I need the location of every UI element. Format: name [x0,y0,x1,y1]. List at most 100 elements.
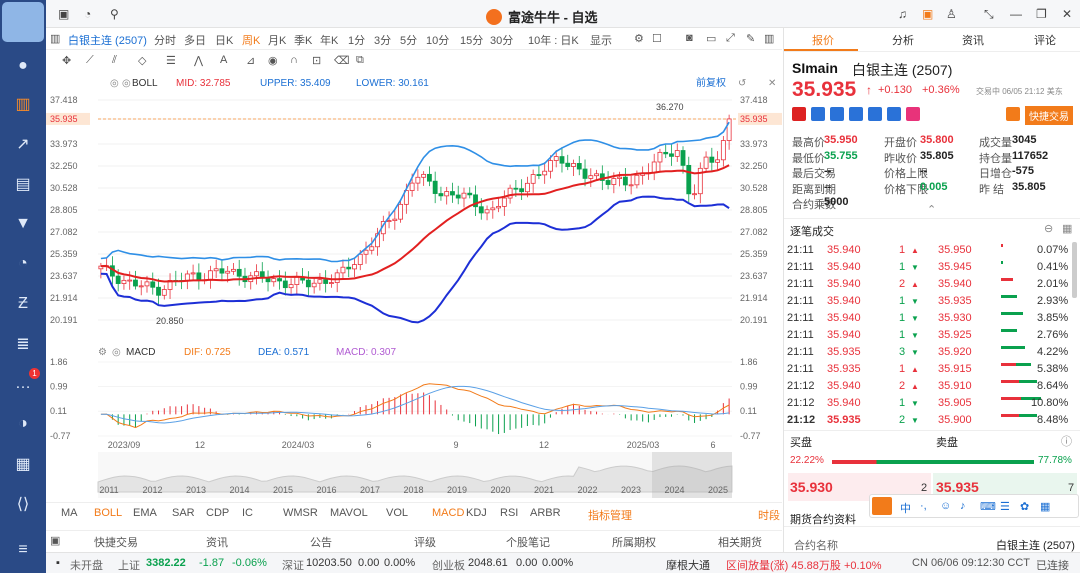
bell-alert-icon[interactable] [1006,107,1020,121]
bottom-tab[interactable]: 快捷交易 [94,537,138,549]
panel-tab[interactable]: 报价 [812,35,834,47]
bell-icon[interactable]: ◔ [84,7,92,21]
eye-icon[interactable]: ◉ [268,55,278,67]
indicator-tab[interactable]: IC [242,507,253,519]
share-icon[interactable] [868,107,882,121]
period-tab[interactable]: 年K [320,35,339,47]
chart-icon[interactable]: ▤ [15,176,31,193]
indicator-tab[interactable]: VOL [386,507,409,519]
gift-icon[interactable]: ▣ [922,7,934,21]
indicator-tab[interactable]: MACD [432,507,465,519]
collapse-icon[interactable]: ⤡ [984,7,994,21]
clock-icon[interactable]: ◑ [18,415,28,432]
settings-icon[interactable]: ⚙ [634,33,644,45]
chart-icon[interactable] [887,107,901,121]
game-icon[interactable]: ▦ [15,456,31,473]
sidebar-toggle-icon[interactable]: ▥ [764,33,775,45]
indicator-tab[interactable]: CDP [206,507,230,519]
period-tab[interactable]: 多日 [184,35,206,47]
indicator-tab[interactable]: ARBR [530,507,561,519]
period-tab[interactable]: 5分 [400,35,418,47]
menu-icon[interactable]: ≡ [18,541,28,558]
heart-icon[interactable] [906,107,920,121]
indicator-tab[interactable]: SAR [172,507,195,519]
ime-tool-icon[interactable]: ·, [920,500,927,512]
layout-icon[interactable]: ▣ [58,7,70,21]
layout-toggle-icon[interactable]: ▥ [50,33,61,45]
indicator-tab[interactable]: RSI [500,507,519,519]
bottom-tab[interactable]: 公告 [310,537,332,549]
ime-tool-icon[interactable]: ✿ [1020,501,1030,513]
info-icon[interactable]: ⓘ [1061,436,1072,448]
pie-icon[interactable]: ◔ [18,255,28,272]
symbol-label[interactable]: 白银主连 (2507) [68,35,147,47]
price-chart[interactable]: ◎ ◎ BOLL MID: 32.785 UPPER: 35.409 LOWER: 30.… [46,72,782,502]
time-range-button[interactable]: 时段 [758,510,780,522]
headset-icon[interactable]: ♫ [898,7,907,21]
news-icon[interactable]: ≣ [16,336,30,353]
trend-icon[interactable]: ↗ [16,136,30,153]
ime-tool-icon[interactable]: ▦ [1040,501,1051,513]
z-icon[interactable]: Ƶ [18,295,28,312]
period-tab[interactable]: 显示 [590,35,612,47]
grid-icon[interactable]: ▦ [1062,223,1073,235]
indicator-tab[interactable]: KDJ [466,507,487,519]
s-icon[interactable] [830,107,844,121]
ime-tool-icon[interactable]: ⌨ [980,501,996,513]
minimize-icon[interactable]: — [1010,7,1022,21]
ime-tool-icon[interactable]: 中 [900,503,911,515]
period-tab[interactable]: 月K [268,35,287,47]
move-icon[interactable]: ✥ [62,55,72,67]
user-icon[interactable]: ● [18,57,28,74]
indicator-tab[interactable]: WMSR [283,507,318,519]
indicator-manage-button[interactable]: 指标管理 [588,510,632,522]
search-icon[interactable]: ⚲ [110,7,119,21]
ime-tool-icon[interactable]: ☰ [1000,501,1010,513]
code-icon[interactable]: ⟨⟩ [16,496,30,513]
panel-tab[interactable]: 分析 [892,35,914,47]
channel-tool-icon[interactable]: ⫽ [112,54,117,66]
indicator-tab[interactable]: MAVOL [330,507,368,519]
lock-icon[interactable]: ⊡ [312,55,322,67]
collapse-icon[interactable]: ▣ [50,535,61,547]
checkbox-icon[interactable]: ☐ [652,33,662,45]
expand-chevron-icon[interactable]: ⌃ [927,204,937,216]
shape-tool-icon[interactable]: ◇ [138,55,147,67]
lightning-icon[interactable] [811,107,825,121]
period-tab[interactable]: 10年 : 日K [528,35,579,47]
message-icon[interactable]: … [15,375,31,392]
period-tab[interactable]: 3分 [374,35,392,47]
period-tab[interactable]: 分时 [154,35,176,47]
indicator-tab[interactable]: EMA [133,507,157,519]
bottom-tab[interactable]: 相关期货 [718,537,762,549]
panel-tab[interactable]: 资讯 [962,35,984,47]
period-tab[interactable]: 季K [294,35,313,47]
shirt-icon[interactable]: ♙ [946,7,957,21]
period-tab[interactable]: 15分 [460,35,484,47]
period-tab[interactable]: 10分 [426,35,450,47]
line-tool-icon[interactable]: ⟋ [86,54,94,66]
period-tab[interactable]: 周K [242,35,261,47]
fib-tool-icon[interactable]: ☰ [166,55,176,67]
ime-tool-icon[interactable]: ♪ [960,500,966,512]
input-method-bar[interactable] [869,494,1079,518]
ruler-icon[interactable]: ⊿ [246,55,256,67]
quotes-icon[interactable]: ▥ [15,96,31,113]
period-tab[interactable]: 1分 [348,35,366,47]
layers-icon[interactable]: ⧉ [356,54,364,66]
bottom-tab[interactable]: 个股笔记 [506,537,550,549]
news-icon[interactable] [849,107,863,121]
window-icon[interactable]: ▭ [706,33,717,45]
magnet-icon[interactable]: ∩ [290,54,298,66]
bottom-tab[interactable]: 评级 [414,537,436,549]
period-tab[interactable]: 30分 [490,35,514,47]
ticks-scrollbar[interactable] [1072,242,1077,298]
close-icon[interactable]: ✕ [1062,7,1073,21]
indicator-tab[interactable]: BOLL [94,507,123,519]
bottom-tab[interactable]: 资讯 [206,537,228,549]
us-flag-icon[interactable] [792,107,806,121]
period-tab[interactable]: 日K [215,35,234,47]
ime-tool-icon[interactable]: ☺ [940,500,952,512]
filter-icon[interactable]: ▼ [15,215,31,232]
text-tool-icon[interactable]: A [220,54,228,66]
